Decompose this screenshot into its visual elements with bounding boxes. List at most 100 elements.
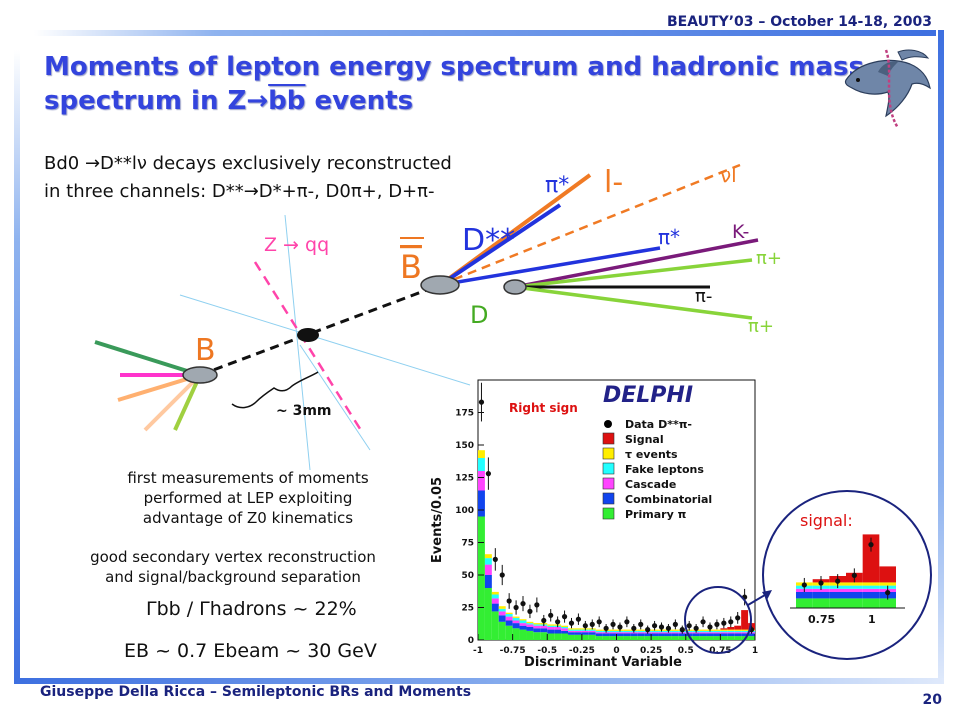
slide-title: Moments of lepton energy spectrum and ha… <box>44 50 864 118</box>
bar--events-10 <box>547 624 555 626</box>
data-point-26 <box>658 624 665 630</box>
pi-plus-top-label: π+ <box>756 248 782 269</box>
bar-cascade-37 <box>734 632 742 634</box>
b-track-green <box>94 340 201 377</box>
inset-bar--events-3 <box>846 582 863 586</box>
bar-primary--18 <box>602 636 610 640</box>
y-tick-labels: 0 25 50 75 100 125 150 175 <box>455 409 484 646</box>
bar-primary--20 <box>616 636 624 640</box>
bar-combinatorial-18 <box>602 633 610 637</box>
bar-fake-leptons-6 <box>519 620 527 624</box>
data-point-35 <box>721 620 727 626</box>
bar--events-1 <box>484 554 492 559</box>
data-point-36 <box>728 619 734 625</box>
bar-primary--7 <box>526 630 534 640</box>
bar-signal-37 <box>734 625 742 630</box>
bar-combinatorial-34 <box>713 633 721 637</box>
inset-bar--events-4 <box>862 582 880 586</box>
bar-primary--21 <box>623 636 631 640</box>
y-tick-2: 50 <box>461 571 474 581</box>
dolphin-logo-icon <box>844 49 931 129</box>
data-point-22 <box>631 625 637 631</box>
pi-star-track-mid <box>439 246 661 287</box>
bar-signal-36 <box>727 627 735 630</box>
inset-bar-cascade-2 <box>829 588 846 592</box>
legend-label-3: Fake leptons <box>625 463 704 476</box>
x-tick-5: 0.25 <box>640 646 662 656</box>
bar-combinatorial-4 <box>505 620 513 626</box>
bar-cascade-13 <box>568 630 575 633</box>
legend-marker-3 <box>602 462 615 475</box>
bar--events-0 <box>478 450 485 458</box>
data-point-7 <box>527 608 533 614</box>
bar--events-34 <box>713 629 721 631</box>
bar-cascade-36 <box>727 632 735 634</box>
x-tick-4: 0 <box>613 646 619 656</box>
data-point-17 <box>596 619 602 625</box>
bar-primary--13 <box>568 634 575 640</box>
data-point-24 <box>645 627 651 633</box>
pi-star-mid-label: π* <box>658 225 680 249</box>
bar--events-8 <box>533 623 541 625</box>
data-point-37 <box>735 615 741 621</box>
bar-cascade-3 <box>498 611 506 616</box>
bar--events-23 <box>637 629 645 631</box>
bar-cascade-8 <box>533 625 541 629</box>
inset-bar-fake-leptons-3 <box>846 585 863 589</box>
bar-primary--2 <box>491 611 499 640</box>
b-vertex-right <box>420 275 460 295</box>
neutrino-track <box>439 163 741 287</box>
bar-cascade-28 <box>671 632 679 634</box>
bar-combinatorial-27 <box>664 633 672 637</box>
bar-fake-leptons-10 <box>547 625 555 627</box>
bar--events-3 <box>498 606 506 609</box>
bar-combinatorial-8 <box>533 628 541 633</box>
signal-inset: signal: 0.75 1 <box>762 490 932 660</box>
bar-fake-leptons-37 <box>734 630 742 633</box>
bar-primary--33 <box>706 636 714 640</box>
inset-bar-signal-4 <box>862 534 880 583</box>
bar-cascade-2 <box>491 598 499 604</box>
energy-relation: EB ~ 0.7 Ebeam ~ 30 GeV <box>124 640 377 662</box>
bar-combinatorial-20 <box>616 633 624 637</box>
bar--events-6 <box>519 619 527 621</box>
data-point-1 <box>485 471 491 477</box>
right-rule <box>938 30 944 682</box>
bar-cascade-4 <box>505 616 513 621</box>
bar-combinatorial-7 <box>526 627 534 631</box>
b-right-label: B <box>400 248 422 286</box>
gamma-ratio: Γbb / Γhadrons ~ 22% <box>146 598 357 620</box>
bar-fake-leptons-26 <box>658 630 665 633</box>
bar-combinatorial-9 <box>540 628 548 633</box>
bg-track-1 <box>179 294 471 386</box>
inset-bar--events-5 <box>879 582 896 586</box>
bar--events-32 <box>699 629 707 631</box>
inset-bar-primary--4 <box>862 598 880 608</box>
bar-primary--15 <box>581 634 589 640</box>
data-point-15 <box>582 623 588 629</box>
bar-primary--37 <box>734 636 742 640</box>
inset-bar-combinatorial-4 <box>862 592 880 599</box>
bar-fake-leptons-23 <box>637 630 645 633</box>
data-point-6 <box>520 601 526 607</box>
legend-label-0: Data D**π- <box>625 418 692 431</box>
bar-combinatorial-21 <box>623 633 631 637</box>
inset-bar-combinatorial-2 <box>829 592 846 599</box>
inset-bar-combinatorial-1 <box>812 592 830 599</box>
bar-combinatorial-0 <box>478 490 485 517</box>
data-point-4 <box>506 598 512 604</box>
b-track-lime <box>173 374 202 431</box>
bar-cascade-17 <box>595 632 603 634</box>
bar--events-35 <box>720 629 728 631</box>
distance-label: ~ 3mm <box>276 403 332 419</box>
data-point-8 <box>534 602 540 608</box>
note-first-line-3: advantage of Z0 kinematics <box>142 509 354 527</box>
pi-plus-bottom-label: π+ <box>748 316 774 337</box>
bar-primary--4 <box>505 625 513 640</box>
inset-bar-cascade-1 <box>812 588 830 592</box>
bar-combinatorial-24 <box>644 633 652 637</box>
bar-fake-leptons-3 <box>498 608 506 612</box>
bar-combinatorial-12 <box>561 630 569 634</box>
bar-combinatorial-13 <box>568 632 575 635</box>
bar--events-4 <box>505 612 513 614</box>
